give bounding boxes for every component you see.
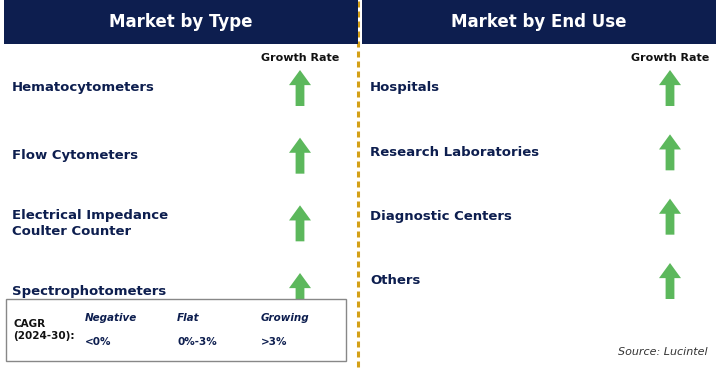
Text: <0%: <0% xyxy=(85,337,112,347)
Polygon shape xyxy=(120,317,136,343)
Text: CAGR
(2024-30):: CAGR (2024-30): xyxy=(13,319,74,341)
Text: Research Laboratories: Research Laboratories xyxy=(370,146,539,159)
Text: Growth Rate: Growth Rate xyxy=(631,53,709,63)
Text: Growth Rate: Growth Rate xyxy=(261,53,339,63)
Polygon shape xyxy=(296,317,312,343)
Text: >3%: >3% xyxy=(261,337,288,347)
Polygon shape xyxy=(289,205,311,241)
Polygon shape xyxy=(659,199,681,235)
Text: Market by End Use: Market by End Use xyxy=(451,13,626,31)
Polygon shape xyxy=(289,70,311,106)
Polygon shape xyxy=(289,138,311,174)
Text: Source: Lucintel: Source: Lucintel xyxy=(619,347,708,357)
Text: Electrical Impedance
Coulter Counter: Electrical Impedance Coulter Counter xyxy=(12,209,168,238)
Polygon shape xyxy=(659,134,681,170)
Text: Hospitals: Hospitals xyxy=(370,82,440,94)
Text: Hematocytometers: Hematocytometers xyxy=(12,82,155,94)
Text: Negative: Negative xyxy=(85,313,137,323)
Polygon shape xyxy=(659,70,681,106)
Text: Flow Cytometers: Flow Cytometers xyxy=(12,149,138,162)
Polygon shape xyxy=(289,273,311,309)
Bar xyxy=(4,0,358,44)
Text: Flat: Flat xyxy=(177,313,200,323)
Bar xyxy=(6,299,346,361)
Text: Diagnostic Centers: Diagnostic Centers xyxy=(370,210,512,223)
Polygon shape xyxy=(205,321,235,339)
Text: Growing: Growing xyxy=(261,313,309,323)
Text: Others: Others xyxy=(370,275,420,287)
Text: Market by Type: Market by Type xyxy=(110,13,253,31)
Text: Spectrophotometers: Spectrophotometers xyxy=(12,284,166,297)
Text: 0%-3%: 0%-3% xyxy=(177,337,217,347)
Polygon shape xyxy=(659,263,681,299)
Bar xyxy=(362,0,716,44)
